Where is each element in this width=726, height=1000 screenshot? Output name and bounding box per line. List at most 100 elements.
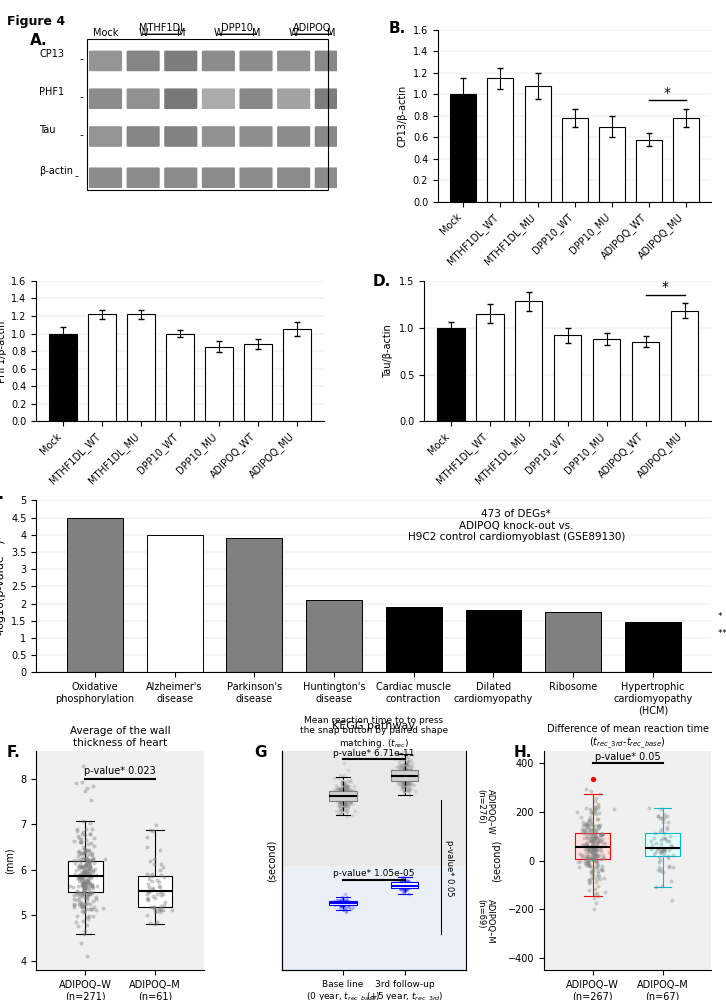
Point (75, 834, 86, 850)
Point (401, 758, 412, 774)
Point (85, 901, 97, 917)
Point (590, 852, 602, 868)
Point (335, 784, 347, 800)
Point (651, 841, 663, 857)
Point (76, 868, 87, 884)
Point (78, 875, 89, 891)
Point (90, 889, 102, 905)
Point (338, 786, 350, 802)
Point (395, 881, 407, 897)
Point (396, 879, 408, 895)
Point (157, 886, 168, 902)
Point (396, 776, 407, 792)
Point (77, 876, 89, 892)
Point (334, 784, 346, 800)
Point (148, 851, 160, 867)
Point (590, 822, 602, 838)
Point (581, 836, 592, 852)
Point (339, 792, 351, 808)
Point (341, 790, 353, 806)
Point (399, 759, 410, 775)
Point (401, 762, 413, 778)
Point (83, 860, 95, 876)
Point (335, 767, 346, 783)
Point (582, 829, 593, 845)
Point (335, 794, 347, 810)
Point (590, 801, 601, 817)
Point (332, 787, 343, 803)
Point (146, 866, 158, 882)
Point (592, 833, 604, 849)
Point (142, 884, 154, 900)
Point (597, 847, 608, 863)
Bar (282, 868, 466, 970)
Point (592, 865, 604, 881)
Point (338, 789, 349, 805)
Point (587, 838, 599, 854)
Point (333, 896, 345, 912)
Point (666, 839, 677, 855)
Text: ADIPOQ: ADIPOQ (293, 23, 332, 33)
Point (400, 774, 412, 790)
Point (335, 893, 347, 909)
Point (586, 843, 597, 859)
Point (344, 794, 356, 810)
Point (78, 880, 90, 896)
Point (81, 887, 93, 903)
Point (338, 787, 349, 803)
Point (340, 786, 352, 802)
Point (587, 845, 599, 861)
Point (79, 923, 91, 939)
Point (591, 841, 603, 857)
Point (399, 768, 411, 784)
Point (71, 883, 83, 899)
Point (87, 864, 99, 880)
Point (403, 753, 415, 769)
Point (77, 850, 89, 866)
Point (76, 867, 87, 883)
Point (343, 778, 354, 794)
Point (70, 775, 82, 791)
Point (337, 784, 348, 800)
Point (148, 900, 160, 916)
Point (397, 756, 409, 772)
Point (343, 797, 355, 813)
Point (69, 855, 81, 871)
Point (83, 885, 94, 901)
Point (399, 764, 410, 780)
Point (79, 858, 91, 874)
Point (84, 896, 96, 912)
Point (343, 783, 354, 799)
Text: W: W (289, 28, 298, 38)
Text: MTHF1DL: MTHF1DL (139, 23, 185, 33)
Point (645, 833, 657, 849)
Point (594, 841, 605, 857)
Point (339, 786, 351, 802)
Point (402, 781, 414, 797)
Point (652, 840, 664, 856)
Point (393, 759, 405, 775)
Point (335, 780, 347, 796)
Point (166, 902, 177, 918)
Point (398, 884, 409, 900)
Point (333, 783, 345, 799)
Point (588, 849, 600, 865)
Point (338, 783, 350, 799)
Point (594, 817, 605, 833)
Point (580, 781, 592, 797)
Point (597, 826, 608, 842)
Point (79, 862, 91, 878)
Point (89, 861, 101, 877)
Point (335, 792, 346, 808)
FancyBboxPatch shape (164, 167, 197, 188)
Point (391, 759, 402, 775)
Point (589, 840, 600, 856)
Point (74, 866, 86, 882)
Point (333, 790, 344, 806)
Point (658, 809, 670, 825)
Point (69, 866, 81, 882)
Point (400, 761, 412, 777)
Point (576, 821, 588, 837)
Point (83, 855, 95, 871)
Point (586, 850, 597, 866)
